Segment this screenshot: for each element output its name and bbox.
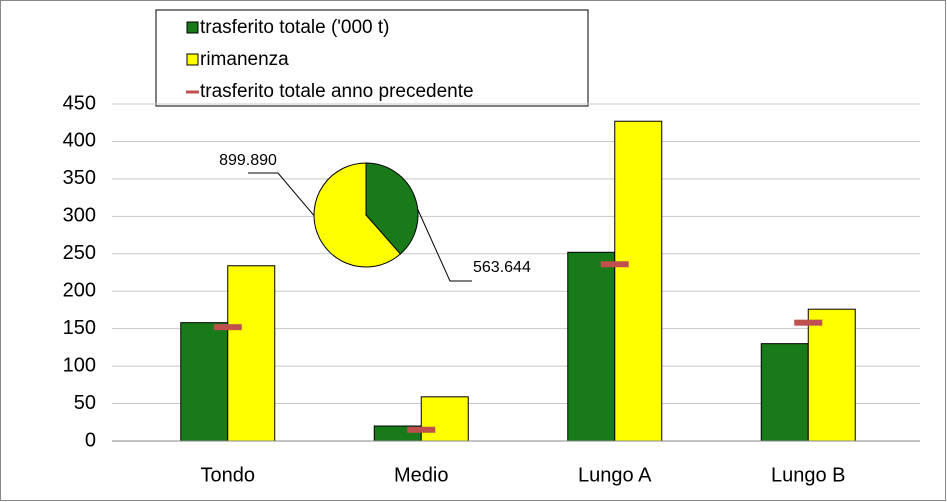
x-tick-label: Lungo A [578,464,652,486]
y-tick-label: 400 [63,130,96,152]
bar [760,343,809,442]
marker [213,324,242,331]
pie-slice [313,162,402,268]
legend-box [155,9,589,107]
legend-swatch [186,90,199,94]
y-tick-label: 450 [63,92,96,114]
bar [567,251,616,442]
y-tick-label: 200 [63,280,96,302]
y-tick-label: 100 [63,354,96,376]
y-tick-label: 350 [63,167,96,189]
leader-line [417,209,472,282]
legend-swatch [186,53,199,66]
legend-label: trasferito totale ('000 t) [200,17,390,38]
legend-label: trasferito totale anno precedente [200,81,474,102]
bar [227,265,276,442]
y-tick-label: 50 [74,392,96,414]
marker [794,319,823,326]
pie-label: 899.890 [219,152,277,169]
y-tick-label: 150 [63,317,96,339]
y-tick-label: 300 [63,205,96,227]
y-tick-label: 0 [85,429,96,451]
x-tick-label: Tondo [201,464,256,486]
bar [807,308,856,442]
x-tick-label: Lungo B [771,464,846,486]
bar [180,322,229,442]
bar [420,396,469,442]
y-tick-label: 250 [63,242,96,264]
pie-label: 563.644 [473,259,531,276]
legend-label: rimanenza [200,49,289,70]
marker [407,426,436,433]
bar [614,120,663,442]
marker [600,261,629,268]
x-tick-label: Medio [394,464,448,486]
legend-swatch [186,21,199,34]
leader-line [248,172,315,216]
pie-slice [365,162,419,255]
